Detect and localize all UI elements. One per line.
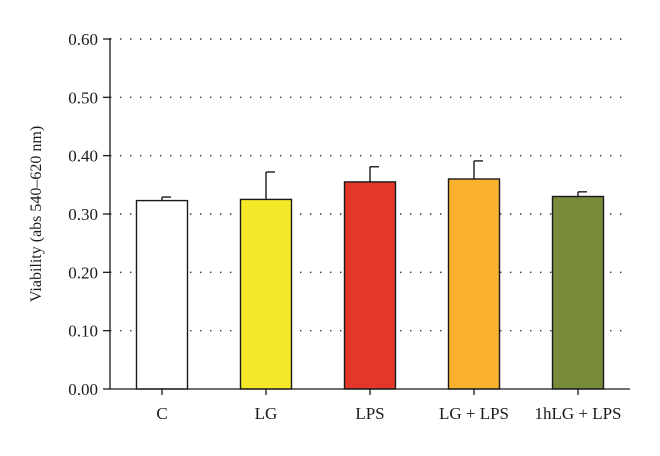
x-ticks: C LG LPS LG + LPS 1hLG + LPS — [156, 389, 622, 423]
y-tick-label: 0.40 — [68, 147, 98, 166]
y-tick-label: 0.10 — [68, 322, 98, 341]
error-bars — [161, 160, 587, 201]
y-axis-title: Viability (abs 540–620 nm) — [28, 126, 45, 302]
bar — [135, 199, 189, 390]
bar — [239, 198, 293, 390]
y-tick-label: 0.30 — [68, 205, 98, 224]
bar — [551, 195, 605, 390]
y-tick-label: 0.00 — [68, 380, 98, 399]
bar — [447, 178, 501, 390]
x-tick-label: LPS — [355, 404, 384, 423]
y-tick-label: 0.20 — [68, 263, 98, 282]
y-tick-label: 0.60 — [68, 30, 98, 49]
y-ticks: 0.00 0.10 0.20 0.30 0.40 0.50 0.60 — [68, 30, 110, 399]
bars — [135, 178, 605, 390]
x-tick-label: LG + LPS — [439, 404, 509, 423]
y-tick-label: 0.50 — [68, 88, 98, 107]
x-tick-label: C — [156, 404, 167, 423]
x-tick-label: LG — [255, 404, 278, 423]
x-tick-label: 1hLG + LPS — [534, 404, 621, 423]
bar — [343, 181, 397, 390]
